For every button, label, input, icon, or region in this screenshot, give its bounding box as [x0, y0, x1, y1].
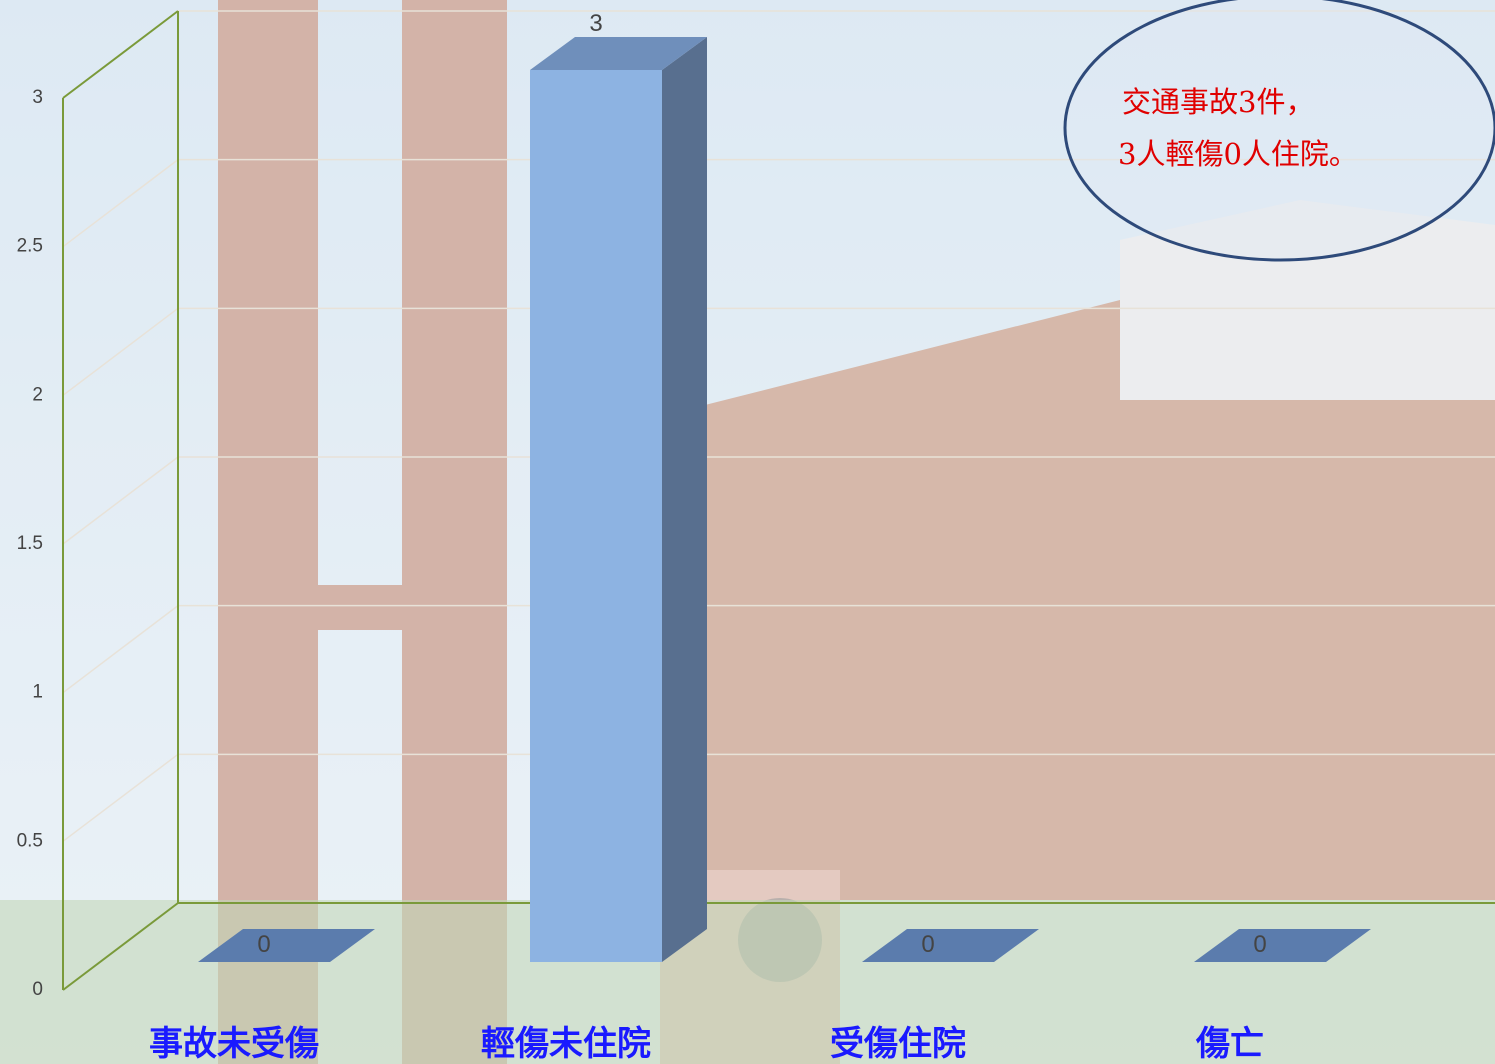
x-tick-label: 受傷住院: [830, 1024, 966, 1064]
y-tick-label: 1.5: [17, 533, 43, 554]
y-tick-label: 3: [32, 87, 43, 108]
bar-side: [662, 37, 707, 962]
bar-top: [862, 929, 1039, 962]
x-tick-label: 傷亡: [1195, 1024, 1264, 1064]
value-label: 0: [921, 931, 934, 958]
plot-area: 0 0.5 1 1.5 2 2.5 3 0 事故未受傷 3 輕傷未住院 0 受傷住院 0 傷亡: [17, 10, 1495, 1064]
bar-top: [198, 929, 375, 962]
y-tick-label: 2.5: [17, 236, 43, 257]
x-tick-label: 輕傷未住院: [481, 1024, 651, 1064]
x-tick-label: 事故未受傷: [149, 1024, 319, 1064]
y-tick-label: 2: [32, 384, 43, 405]
bar-top: [1194, 929, 1371, 962]
axis-floor: [62, 902, 179, 991]
annotation-line: 交通事故3件，: [1122, 85, 1314, 119]
annotation-line: 3人輕傷0人住院。: [1118, 137, 1358, 171]
value-label: 0: [257, 931, 270, 958]
y-tick-label: 0: [32, 979, 43, 1000]
bar-front: [530, 70, 662, 962]
value-label: 3: [589, 10, 602, 37]
bar-top: [530, 37, 707, 70]
y-tick-label: 0.5: [17, 830, 43, 851]
y-tick-label: 1: [32, 682, 43, 703]
value-label: 0: [1253, 931, 1266, 958]
axis-top: [62, 10, 179, 99]
annotation: 交通事故3件， 3人輕傷0人住院。: [1063, 0, 1495, 262]
